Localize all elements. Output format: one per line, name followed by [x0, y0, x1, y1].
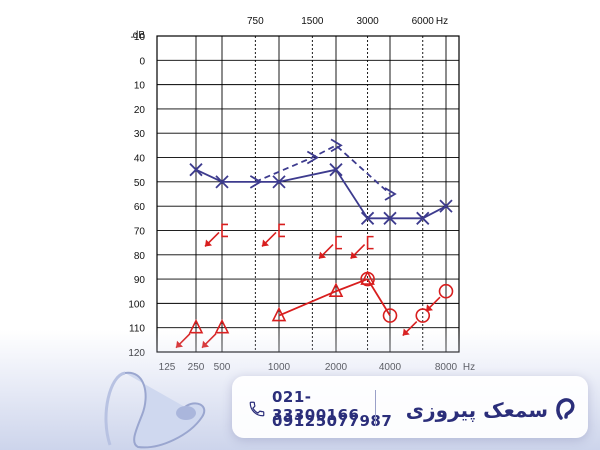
y-tick-label: 60 [134, 202, 146, 213]
masking-arrow [261, 231, 277, 248]
bracket-marker [366, 235, 374, 250]
y-tick-label: 30 [134, 129, 146, 140]
brand-name: سمعک پیروزی [405, 398, 548, 422]
masking-arrow [318, 244, 334, 260]
series-line [254, 144, 391, 195]
y-tick-label: 110 [129, 324, 145, 335]
x-marker-stroke [439, 199, 453, 213]
circle-marker [438, 283, 454, 299]
y-tick-label: 70 [134, 226, 146, 237]
footer-divider [375, 390, 376, 426]
circle-marker [415, 308, 431, 323]
y-tick-label: 20 [134, 105, 146, 116]
masking-arrow-head [319, 251, 326, 259]
x-marker-stroke [272, 175, 286, 189]
x-marker-stroke [189, 163, 203, 177]
bone-conduction-marker [249, 175, 263, 189]
x-top-tick-label: 1500 [301, 16, 324, 27]
hearing-aid-image [104, 371, 206, 449]
x-marker [215, 175, 229, 189]
series-line [278, 278, 368, 317]
x-marker-stroke [215, 175, 229, 189]
x-marker-stroke [360, 211, 375, 225]
circle-marker [360, 271, 375, 287]
y-tick-label: 0 [139, 56, 145, 67]
bone-conduction-marker [330, 138, 343, 153]
y-tick-label: 40 [134, 154, 146, 165]
contact-card [232, 376, 588, 438]
masking-arrow-head [426, 304, 433, 312]
audiogram-series [175, 138, 454, 349]
masking-arrow [204, 231, 220, 248]
bracket-marker [335, 235, 342, 250]
y-tick-label: 50 [134, 178, 146, 189]
series-line [195, 168, 447, 220]
phone-number-1[interactable]: 021-33300166 [272, 388, 360, 424]
x-top-unit-label: Hz [436, 16, 448, 27]
phone-number-2[interactable]: 09125077987 [272, 412, 393, 430]
triangle-marker [328, 282, 344, 298]
x-marker-stroke [416, 211, 430, 225]
circle-marker [382, 308, 398, 323]
x-marker [189, 163, 203, 177]
x-marker [360, 211, 375, 225]
x-top-tick-label: 6000 [412, 16, 435, 27]
x-marker [416, 211, 430, 225]
x-marker [383, 211, 397, 225]
masking-arrow-head [262, 239, 269, 247]
plot-border [156, 35, 460, 353]
masking-arrow-head [205, 239, 212, 247]
x-top-tick-label: 3000 [356, 16, 379, 27]
bone-conduction-marker [384, 187, 397, 201]
audiogram-grid [156, 35, 460, 353]
x-marker-stroke [383, 211, 397, 225]
bracket-marker [221, 223, 228, 238]
bracket-marker [278, 223, 285, 238]
y-tick-label: 90 [134, 275, 146, 286]
x-marker-stroke [329, 163, 343, 177]
ear-logo-icon [556, 398, 575, 420]
masking-arrow-head [350, 251, 358, 259]
phone-icon[interactable] [248, 400, 266, 418]
x-marker [439, 199, 453, 213]
y-tick-label: 80 [134, 251, 146, 262]
x-top-tick-label: 750 [247, 16, 264, 27]
triangle-marker [271, 306, 287, 322]
x-marker [329, 163, 343, 177]
bone-conduction-marker [306, 150, 320, 165]
y-tick-label: 100 [128, 299, 145, 310]
masking-arrow [425, 296, 441, 312]
x-marker [272, 175, 286, 189]
masking-arrow [350, 244, 366, 260]
triangle-marker [360, 270, 375, 285]
y-tick-label: 10 [134, 81, 146, 92]
y-tick-label: -10 [131, 32, 146, 43]
y-unit-label: dB [133, 30, 146, 41]
